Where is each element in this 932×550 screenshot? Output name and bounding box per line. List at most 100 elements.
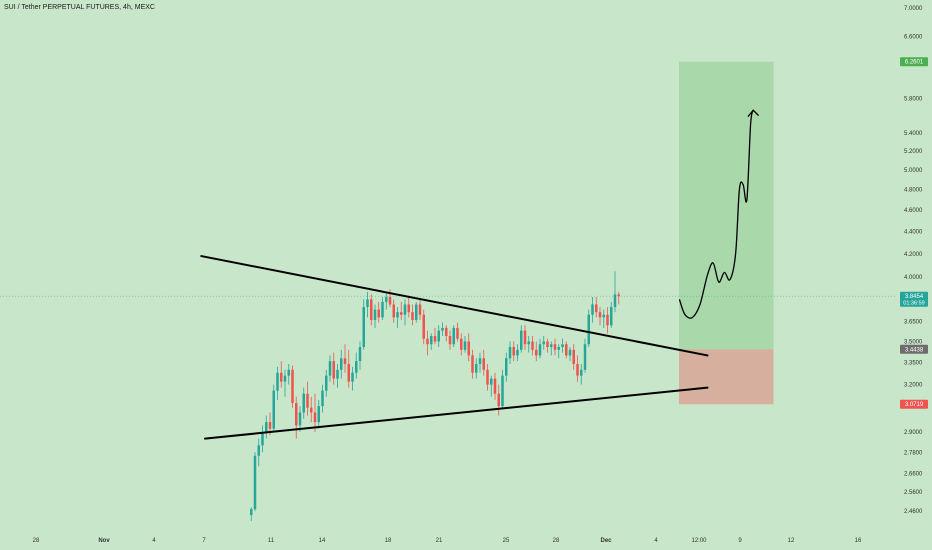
stop-price-badge-price: 3.0719: [905, 402, 924, 408]
candle-body: [317, 406, 320, 423]
candle: [497, 384, 500, 416]
candle: [336, 363, 339, 388]
candle: [490, 375, 493, 397]
candle: [340, 349, 343, 379]
candle-body: [456, 327, 459, 339]
candle-body: [433, 336, 437, 342]
candle-body: [351, 372, 354, 382]
candle: [257, 438, 260, 467]
candle: [467, 333, 470, 362]
y-tick-label: 3.2000: [904, 383, 923, 389]
y-tick-label: 5.4000: [904, 131, 923, 137]
candle-body: [531, 341, 534, 350]
candle-body: [576, 363, 579, 376]
candle: [606, 307, 609, 334]
stop-price-badge-bg: [900, 399, 928, 409]
candle: [523, 325, 527, 350]
candle: [580, 363, 583, 385]
candle-body: [478, 358, 482, 364]
target-zone: [679, 61, 774, 350]
candle-body: [310, 407, 313, 413]
candle: [471, 349, 474, 379]
candle: [373, 304, 377, 328]
candle: [460, 333, 463, 356]
candle-body: [598, 312, 602, 318]
candle-body: [298, 412, 302, 426]
y-tick-label: 5.8000: [904, 96, 923, 102]
candle-body: [280, 372, 283, 382]
candle: [400, 301, 403, 320]
candle: [310, 396, 313, 423]
candle-body: [306, 393, 309, 408]
candle: [291, 365, 294, 408]
candle: [565, 341, 568, 359]
candle: [298, 406, 302, 432]
y-tick-label: 4.0000: [904, 275, 923, 281]
candlestick-series: [250, 271, 620, 521]
candle-body: [253, 455, 257, 510]
candle: [317, 399, 320, 429]
candle-body: [388, 296, 392, 305]
candle-body: [482, 358, 485, 370]
candle-body: [328, 361, 332, 376]
candle-body: [336, 369, 339, 379]
x-axis: 28 Nov 4 7 11 14 18 21 25 28 Dec 4 12:00 9 12 16: [33, 538, 862, 544]
candle-body: [418, 304, 422, 315]
candle-body: [445, 327, 448, 337]
candle: [613, 271, 617, 313]
candle: [527, 336, 530, 353]
candle: [355, 352, 358, 379]
entry-price-badge-bg: [900, 344, 928, 354]
candle: [520, 325, 523, 353]
candle-body: [396, 312, 399, 318]
candle: [441, 322, 444, 337]
candle-body: [467, 341, 470, 356]
position-zones: [679, 61, 774, 405]
candle: [343, 344, 347, 373]
candle: [493, 372, 497, 400]
candle: [568, 347, 572, 362]
candle-body: [261, 431, 264, 446]
candle-body: [471, 355, 474, 373]
exchange-label: MEXC: [134, 4, 155, 11]
candle: [598, 307, 602, 326]
y-tick-label: 4.2000: [904, 252, 923, 258]
candle: [501, 369, 504, 410]
candle: [475, 358, 478, 379]
x-tick-label: 14: [319, 538, 326, 544]
candle: [250, 507, 253, 521]
x-tick-label: 28: [33, 538, 40, 544]
title-separator: ,: [119, 4, 124, 11]
candle-body: [325, 375, 328, 391]
candle-body: [527, 341, 530, 345]
candle-body: [546, 341, 549, 348]
candle: [430, 333, 433, 350]
candle: [321, 384, 324, 413]
entry-price-badge: 3.4438: [900, 344, 928, 354]
stop-price-badge: 3.0719: [900, 399, 928, 409]
y-axis: 7.0000 6.6000 5.8000 5.4000 5.2000 5.0000 4.80…: [904, 6, 923, 515]
candle-body: [302, 393, 305, 413]
candle-body: [512, 347, 515, 356]
candle-body: [572, 349, 575, 364]
candle-body: [385, 296, 388, 302]
candle: [283, 369, 287, 397]
candle-body: [587, 314, 590, 345]
candle-body: [407, 304, 410, 313]
candle: [347, 349, 350, 388]
y-tick-label: 4.4000: [904, 229, 923, 235]
candle: [587, 309, 590, 348]
candle-body: [400, 312, 403, 315]
candle-body: [283, 375, 287, 382]
candle: [553, 338, 557, 356]
candle: [516, 344, 519, 362]
candle-body: [291, 369, 294, 403]
y-tick-label: 3.5000: [904, 339, 923, 345]
candle: [595, 296, 598, 318]
current-price-badge-price: 3.8454: [905, 294, 924, 300]
candle: [576, 355, 579, 382]
candle-body: [580, 369, 583, 376]
candle-body: [362, 307, 365, 348]
